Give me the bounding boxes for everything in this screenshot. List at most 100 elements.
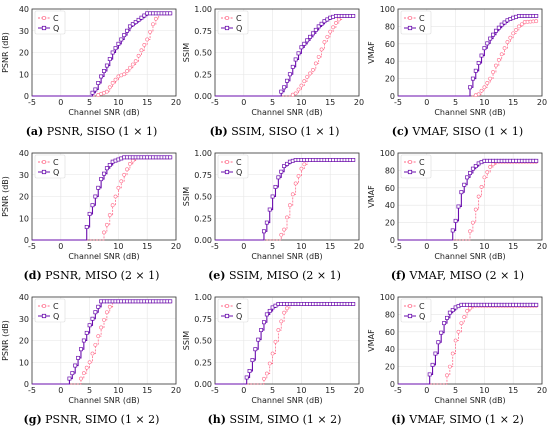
data-point-c bbox=[450, 351, 455, 356]
y-tick-label: 60 bbox=[385, 40, 395, 49]
legend-marker bbox=[224, 25, 230, 31]
data-point-c bbox=[99, 325, 104, 330]
panel-caption-text: VMAF, SIMO (1 × 2) bbox=[405, 413, 524, 426]
y-tick-label: 40 bbox=[385, 57, 395, 66]
data-point-c bbox=[459, 321, 464, 325]
data-point-q bbox=[279, 169, 284, 174]
data-point-q bbox=[534, 302, 539, 307]
data-point-q bbox=[264, 220, 269, 225]
y-tick-label: 0 bbox=[24, 236, 29, 245]
data-point-q bbox=[84, 330, 89, 335]
data-point-q bbox=[87, 323, 92, 328]
data-point-q bbox=[502, 20, 507, 25]
y-tick-label: 0.75 bbox=[194, 171, 212, 180]
panel-label: (a) bbox=[25, 125, 44, 138]
x-tick-label: 5 bbox=[270, 386, 275, 395]
x-axis-title: Channel SNR (dB) bbox=[434, 252, 505, 261]
data-point-c bbox=[290, 192, 295, 197]
y-tick-label: 20 bbox=[385, 363, 395, 372]
x-tick-label: 5 bbox=[270, 242, 275, 251]
data-point-c bbox=[136, 53, 141, 58]
y-tick-label: 0 bbox=[24, 92, 29, 101]
data-point-c bbox=[296, 174, 301, 178]
data-point-c bbox=[130, 62, 135, 67]
x-tick-label: 0 bbox=[241, 242, 246, 251]
x-tick-label: -5 bbox=[28, 386, 36, 395]
plot-frame bbox=[214, 152, 360, 241]
data-point-q bbox=[90, 316, 95, 321]
data-point-c bbox=[81, 371, 86, 376]
data-point-q bbox=[110, 50, 115, 55]
y-tick-label: 1.00 bbox=[194, 149, 212, 158]
data-point-c bbox=[84, 365, 89, 370]
data-point-c bbox=[104, 310, 109, 315]
legend-marker bbox=[407, 25, 413, 31]
y-tick-label: 100 bbox=[380, 293, 395, 302]
panel-caption: (e) SSIM, MISO (2 × 1) bbox=[183, 269, 366, 282]
plot-frame bbox=[214, 296, 360, 385]
data-point-c bbox=[473, 207, 478, 212]
legend-box bbox=[400, 154, 432, 179]
plot-frame bbox=[31, 8, 177, 97]
panel-label: (f) bbox=[390, 269, 407, 282]
data-point-q bbox=[113, 46, 118, 51]
x-tick-label: 10 bbox=[479, 386, 489, 395]
data-point-c bbox=[445, 373, 449, 378]
data-point-q bbox=[90, 90, 95, 95]
x-tick-label: -5 bbox=[394, 242, 402, 251]
legend-label: C bbox=[53, 14, 59, 23]
x-tick-label: 20 bbox=[537, 386, 547, 395]
data-point-q bbox=[470, 166, 475, 171]
data-point-c bbox=[328, 29, 333, 34]
data-point-q bbox=[96, 185, 101, 190]
data-point-c bbox=[107, 304, 112, 309]
legend-marker bbox=[41, 159, 47, 165]
legend-box bbox=[400, 298, 432, 323]
panel-label: (d) bbox=[23, 269, 42, 282]
data-point-c bbox=[488, 165, 493, 169]
data-point-c bbox=[302, 79, 307, 84]
x-tick-label: 10 bbox=[113, 386, 123, 395]
y-tick-label: 100 bbox=[380, 149, 395, 158]
data-point-q bbox=[133, 20, 138, 25]
x-tick-label: 20 bbox=[171, 386, 181, 395]
chart-svg: -5 0 5 10 15 20 0.00 0.25 0.50 0.75 1.00 Channel SN… bbox=[182, 149, 364, 261]
y-tick-label: 40 bbox=[19, 5, 29, 14]
data-point-q bbox=[282, 85, 287, 90]
legend-marker bbox=[41, 169, 47, 175]
data-point-c bbox=[285, 215, 289, 220]
data-point-q bbox=[282, 164, 287, 169]
x-axis-title: Channel SNR (dB) bbox=[251, 108, 322, 117]
data-point-c bbox=[479, 88, 484, 93]
legend-label: C bbox=[236, 14, 242, 23]
legend: CQ bbox=[400, 298, 432, 323]
x-tick-label: 0 bbox=[58, 386, 63, 395]
data-point-c bbox=[139, 48, 144, 53]
data-point-c bbox=[130, 158, 135, 163]
x-tick-label: -5 bbox=[394, 98, 402, 107]
data-point-q bbox=[107, 57, 112, 61]
data-point-q bbox=[262, 320, 266, 325]
y-tick-label: 40 bbox=[19, 149, 29, 158]
y-axis-title: SSIM bbox=[182, 187, 191, 207]
data-point-q bbox=[244, 375, 249, 380]
data-point-q bbox=[139, 15, 144, 20]
data-point-c bbox=[110, 81, 115, 85]
data-point-q bbox=[485, 41, 490, 46]
y-tick-label: 80 bbox=[385, 166, 395, 175]
data-point-c bbox=[125, 167, 129, 172]
data-point-q bbox=[433, 351, 438, 356]
data-point-q bbox=[351, 302, 356, 306]
data-point-q bbox=[305, 38, 310, 43]
data-point-c bbox=[107, 213, 112, 217]
x-tick-label: -5 bbox=[211, 242, 219, 251]
legend-label: C bbox=[236, 158, 242, 167]
chart-svg: -5 0 5 10 15 20 0.00 0.25 0.50 0.75 1.00 Channel SN… bbox=[182, 5, 364, 117]
legend-marker bbox=[224, 15, 230, 21]
x-tick-label: 20 bbox=[354, 98, 364, 107]
data-point-c bbox=[142, 42, 147, 47]
data-point-q bbox=[253, 347, 258, 352]
panel-label: (i) bbox=[391, 413, 406, 426]
